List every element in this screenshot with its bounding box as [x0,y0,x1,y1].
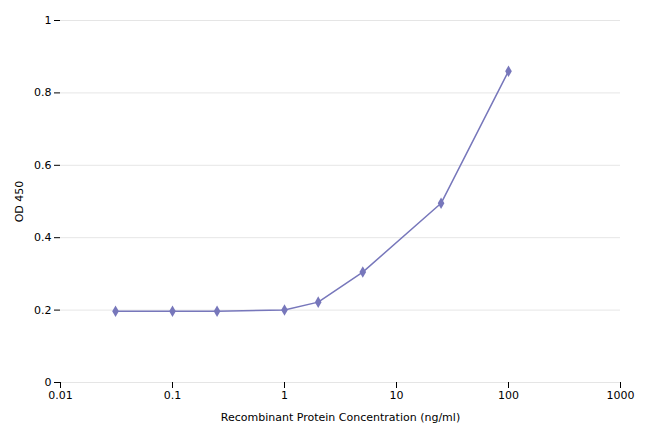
svg-text:Recombinant Protein Concentrat: Recombinant Protein Concentration (ng/ml… [221,411,460,424]
svg-text:1: 1 [281,389,288,402]
svg-text:100: 100 [498,389,519,402]
svg-text:0.01: 0.01 [48,389,73,402]
svg-text:0.1: 0.1 [164,389,182,402]
svg-text:1000: 1000 [607,389,635,402]
svg-text:0.2: 0.2 [34,304,52,317]
svg-text:OD 450: OD 450 [13,181,26,223]
svg-text:0: 0 [45,376,52,389]
svg-text:0.8: 0.8 [34,86,52,99]
svg-text:0.6: 0.6 [34,159,52,172]
svg-text:1: 1 [45,14,52,27]
svg-text:0.4: 0.4 [34,231,52,244]
svg-text:10: 10 [390,389,404,402]
